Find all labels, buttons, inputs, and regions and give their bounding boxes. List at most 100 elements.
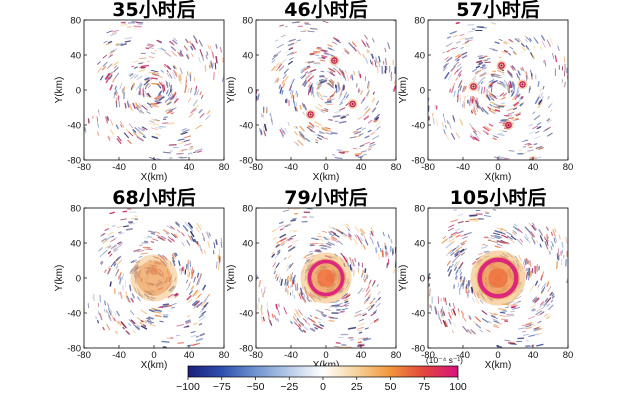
colorbar-tick-label: −50 [247, 381, 265, 393]
y-tick-label: -80 [67, 155, 81, 166]
y-tick-label: 0 [420, 85, 425, 96]
colorbar-tick-label: 100 [449, 381, 467, 393]
x-tick-label: 40 [528, 350, 539, 361]
y-tick-label: 80 [242, 15, 253, 26]
panel-1: 35小时后 -80 -40 0 40 80 80 40 0 -40 -80 X(km) Y(km) [54, 0, 230, 183]
panel-title: 35小时后 [112, 0, 195, 21]
panel-title: 46小时后 [284, 0, 367, 21]
y-tick-label: 0 [248, 85, 253, 96]
y-tick-label: 0 [76, 85, 81, 96]
x-tick-label: 40 [184, 162, 195, 173]
y-tick-label: 0 [76, 273, 81, 284]
x-tick-label: -40 [456, 162, 470, 173]
colorbar: −100 −75 −50 −25 0 25 50 75 100 (10⁻⁴ s⁻¹) [176, 355, 467, 393]
panel-6: 105小时后 -80 -40 0 40 80 80 40 0 -40 -80 X(km) Y(km) [398, 187, 574, 371]
panel-title: 57小时后 [456, 0, 539, 21]
y-axis-label: Y(km) [54, 77, 65, 104]
x-tick-label: 80 [391, 350, 402, 361]
x-tick-label: 80 [563, 162, 574, 173]
x-tick-label: -40 [112, 162, 126, 173]
panel-title: 68小时后 [112, 187, 195, 209]
x-tick-label: -80 [77, 350, 91, 361]
x-tick-label: -40 [284, 350, 298, 361]
colorbar-units: (10⁻⁴ s⁻¹) [426, 355, 463, 365]
y-tick-label: -40 [411, 120, 425, 131]
plot-area [256, 20, 396, 160]
y-tick-label: 40 [70, 238, 81, 249]
y-tick-label: 80 [70, 203, 81, 214]
x-tick-label: -80 [421, 162, 435, 173]
x-tick-label: -80 [77, 162, 91, 173]
colorbar-tick-label: 0 [320, 381, 326, 393]
x-tick-label: 0 [323, 162, 328, 173]
vorticity-field [256, 208, 396, 348]
y-tick-label: 40 [414, 50, 425, 61]
y-tick-label: -40 [67, 120, 81, 131]
y-tick-label: -80 [411, 155, 425, 166]
y-tick-label: -80 [411, 343, 425, 354]
y-tick-label: 80 [414, 203, 425, 214]
y-tick-label: 40 [242, 50, 253, 61]
vorticity-field [256, 20, 396, 160]
vorticity-field [428, 208, 568, 348]
x-tick-label: 40 [356, 162, 367, 173]
y-axis-label: Y(km) [398, 77, 409, 104]
y-axis-label: Y(km) [54, 265, 65, 292]
colorbar-tick-label: 25 [351, 381, 363, 393]
y-tick-label: 80 [242, 203, 253, 214]
x-axis-label: X(km) [485, 360, 512, 371]
y-tick-label: -40 [411, 308, 425, 319]
panel-2: 46小时后 -80 -40 0 40 80 80 40 0 -40 -80 X(km) Y(km) [226, 0, 401, 183]
y-tick-label: -40 [67, 308, 81, 319]
x-tick-label: -80 [249, 350, 263, 361]
x-tick-label: 80 [219, 350, 230, 361]
x-axis-label: X(km) [313, 172, 340, 183]
y-tick-label: 0 [248, 273, 253, 284]
colorbar-tick-label: 75 [418, 381, 430, 393]
y-tick-label: -40 [239, 120, 253, 131]
y-tick-label: 0 [420, 273, 425, 284]
panel-5: 79小时后 -80 -40 0 40 80 80 40 0 -40 -80 X(km) Y(km) [226, 187, 402, 371]
plot-area [84, 20, 224, 160]
x-tick-label: -40 [456, 350, 470, 361]
y-tick-label: 80 [414, 15, 425, 26]
y-tick-label: 40 [70, 50, 81, 61]
y-tick-label: -80 [239, 155, 253, 166]
x-axis-label: X(km) [141, 172, 168, 183]
vorticity-field [84, 20, 224, 160]
x-tick-label: 0 [495, 350, 500, 361]
x-tick-label: 80 [563, 350, 574, 361]
x-tick-label: 0 [151, 162, 156, 173]
x-tick-label: 40 [528, 162, 539, 173]
y-tick-label: -40 [239, 308, 253, 319]
colorbar-gradient [187, 365, 459, 378]
x-tick-label: 40 [184, 350, 195, 361]
x-tick-label: 0 [495, 162, 500, 173]
x-tick-label: -80 [421, 350, 435, 361]
panels: 35小时后 -80 -40 0 40 80 80 40 0 -40 -80 X(km) Y(km) 46小… [54, 0, 574, 371]
y-tick-label: 40 [242, 238, 253, 249]
x-tick-label: 80 [219, 162, 230, 173]
x-tick-label: -40 [112, 350, 126, 361]
x-tick-label: 0 [151, 350, 156, 361]
colorbar-tick-label: −25 [280, 381, 298, 393]
colorbar-tick-label: −75 [213, 381, 231, 393]
x-axis-label: X(km) [141, 360, 168, 371]
vorticity-field [428, 20, 568, 160]
x-tick-label: -80 [249, 162, 263, 173]
y-axis-label: Y(km) [226, 265, 237, 292]
x-tick-label: 40 [356, 350, 367, 361]
x-axis-label: X(km) [485, 172, 512, 183]
vorticity-field [84, 208, 224, 348]
y-tick-label: 40 [414, 238, 425, 249]
y-axis-label: Y(km) [226, 77, 237, 104]
colorbar-tick-label: −100 [176, 381, 200, 393]
panel-title: 79小时后 [284, 187, 367, 209]
y-tick-label: -80 [67, 343, 81, 354]
panel-title: 105小时后 [450, 187, 547, 209]
y-tick-label: 80 [70, 15, 81, 26]
panel-4: 68小时后 -80 -40 0 40 80 80 40 0 -40 -80 X(km) Y(km) [54, 187, 230, 371]
panel-3: 57小时后 -80 -40 0 40 80 80 40 0 -40 -80 X(km) Y(km) [398, 0, 574, 183]
y-axis-label: Y(km) [398, 265, 409, 292]
